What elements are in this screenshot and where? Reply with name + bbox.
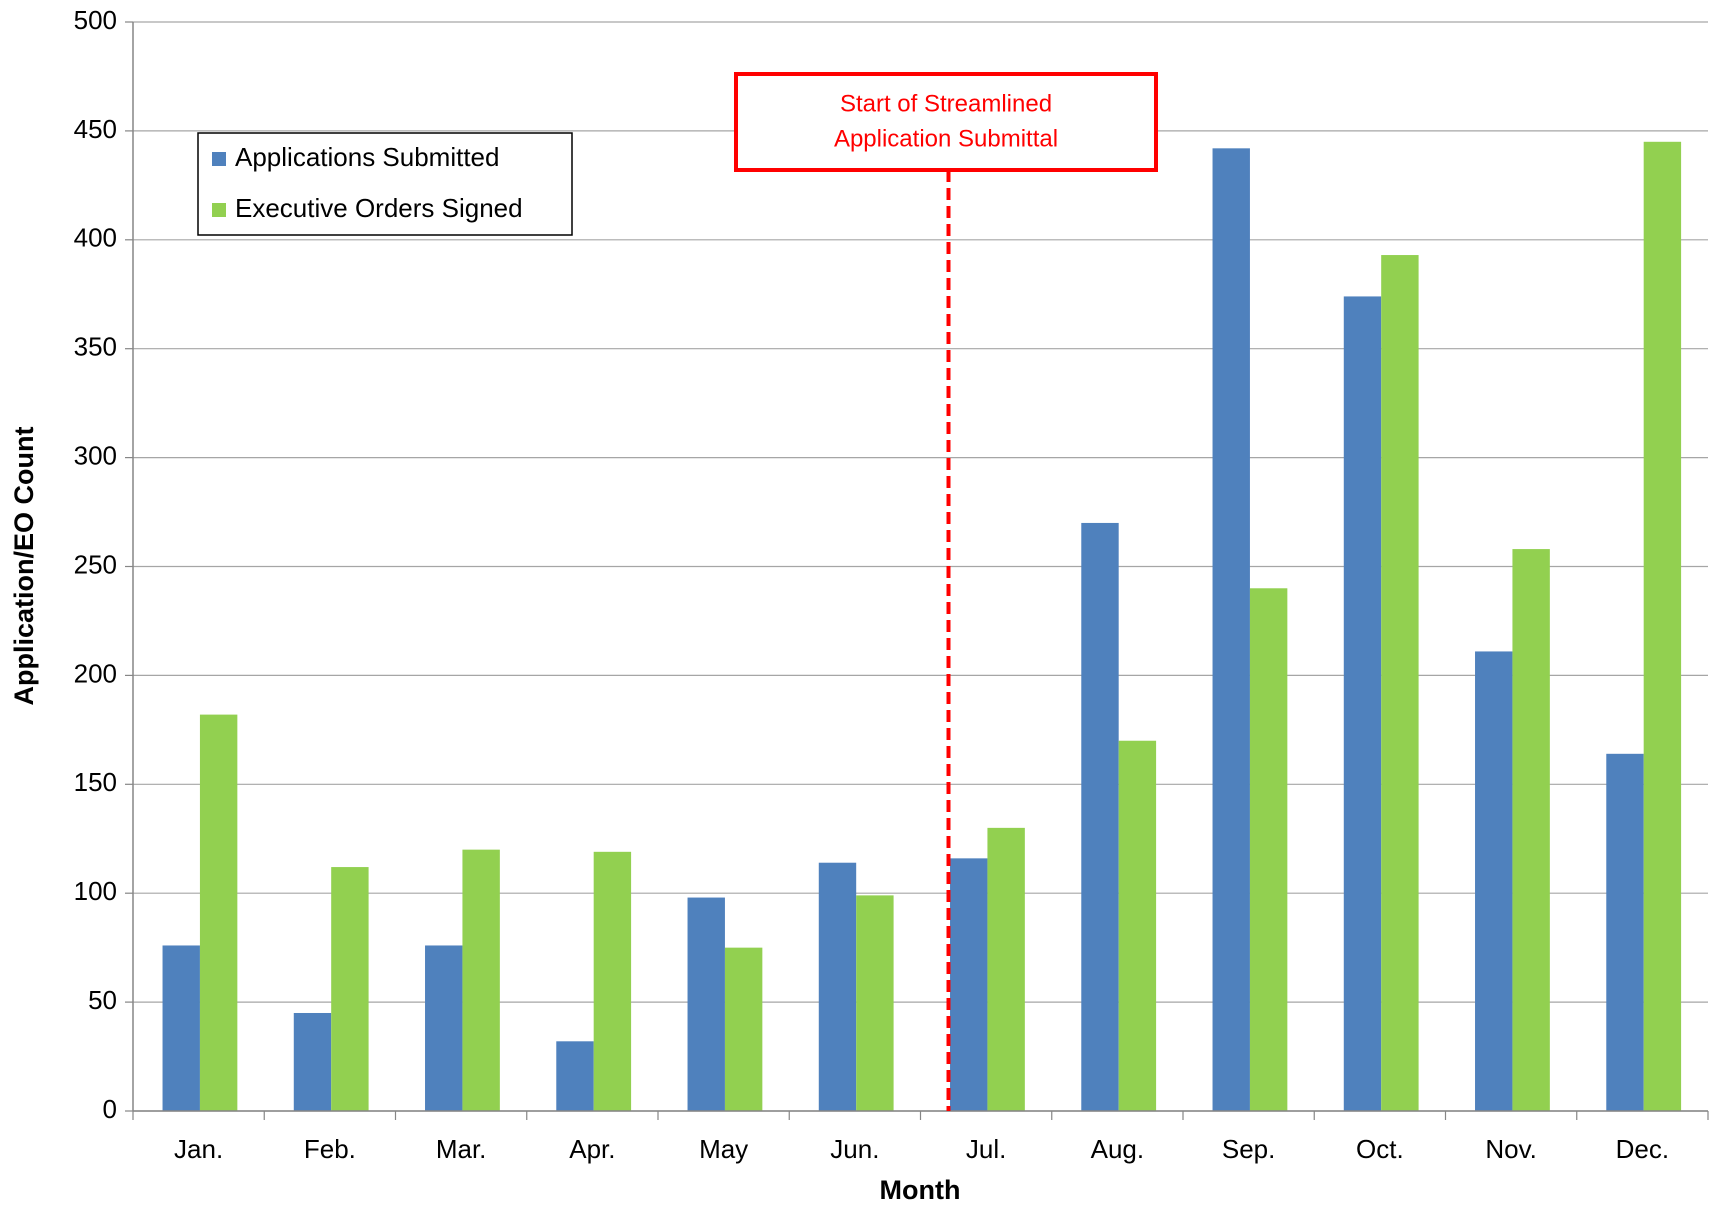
bar <box>1249 588 1288 1111</box>
bar <box>1212 148 1250 1112</box>
y-tick-label: 500 <box>74 5 117 35</box>
x-tick-label: Aug. <box>1091 1134 1145 1164</box>
bar <box>687 897 725 1111</box>
bar <box>950 858 988 1111</box>
y-tick-label: 450 <box>74 114 117 144</box>
legend-swatch <box>212 203 226 217</box>
x-tick-label: Apr. <box>569 1134 615 1164</box>
annotation-box <box>734 72 1158 172</box>
bar <box>1512 549 1550 1111</box>
y-tick-label: 400 <box>74 223 117 253</box>
bar <box>1118 740 1157 1111</box>
legend-swatch <box>212 152 226 166</box>
x-tick-label: May <box>699 1134 748 1164</box>
bar <box>1606 753 1644 1111</box>
x-tick-label: Dec. <box>1616 1134 1669 1164</box>
bar <box>1475 651 1513 1111</box>
y-tick-label: 150 <box>74 767 117 797</box>
x-tick-label: Jul. <box>966 1134 1006 1164</box>
bar <box>987 827 1025 1111</box>
y-tick-label: 300 <box>74 440 117 470</box>
bar <box>556 1041 594 1111</box>
y-tick-label: 50 <box>88 985 117 1015</box>
bar <box>1081 522 1119 1111</box>
bar <box>818 862 857 1111</box>
bar <box>1381 255 1419 1111</box>
x-axis-title: Month <box>880 1175 961 1205</box>
x-tick-label: Mar. <box>436 1134 487 1164</box>
bar <box>462 849 500 1111</box>
bar <box>724 947 763 1111</box>
bar <box>856 895 894 1111</box>
bar <box>331 867 369 1111</box>
y-tick-label: 250 <box>74 549 117 579</box>
bar <box>1343 296 1382 1112</box>
y-tick-label: 200 <box>74 658 117 688</box>
y-tick-label: 350 <box>74 332 117 362</box>
bar <box>293 1012 332 1111</box>
x-tick-label: Sep. <box>1222 1134 1276 1164</box>
x-tick-label: Jan. <box>174 1134 223 1164</box>
bar <box>199 714 238 1111</box>
annotation-text: Start of Streamlined <box>840 90 1052 117</box>
legend-label: Applications Submitted <box>235 142 499 172</box>
x-tick-label: Jun. <box>830 1134 879 1164</box>
y-tick-label: 100 <box>74 876 117 906</box>
x-tick-label: Feb. <box>304 1134 356 1164</box>
x-tick-label: Nov. <box>1485 1134 1537 1164</box>
y-axis-title: Application/EO Count <box>9 427 39 706</box>
legend-box <box>197 132 573 236</box>
bar <box>1643 141 1682 1112</box>
legend-label: Executive Orders Signed <box>235 193 523 223</box>
bar <box>162 945 200 1111</box>
x-tick-label: Oct. <box>1356 1134 1404 1164</box>
y-tick-label: 0 <box>103 1094 117 1124</box>
annotation-text: Application Submittal <box>834 125 1058 152</box>
bar <box>425 945 463 1111</box>
bar <box>593 851 632 1111</box>
